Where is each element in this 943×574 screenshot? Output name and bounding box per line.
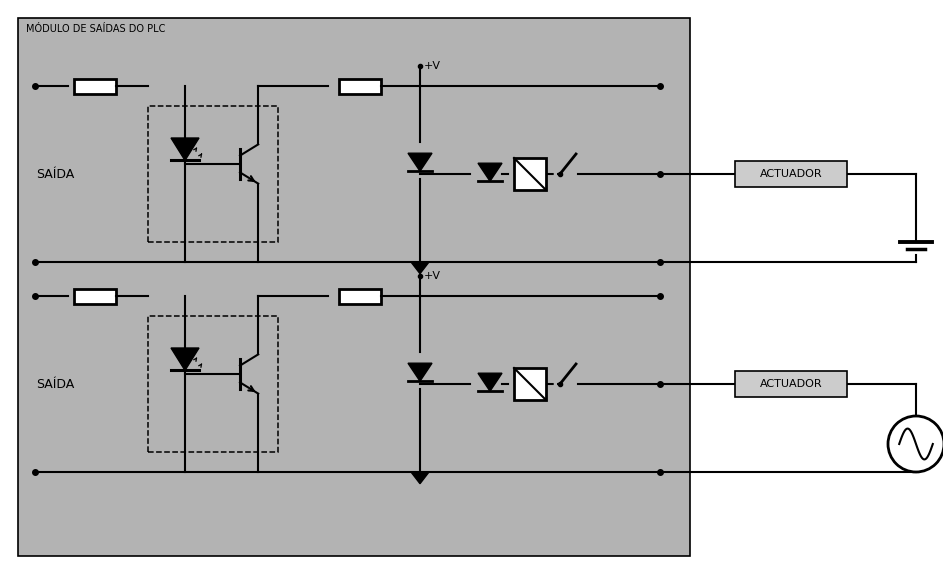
Text: SAÍDA: SAÍDA (36, 168, 74, 180)
Polygon shape (478, 163, 502, 181)
Polygon shape (411, 262, 429, 274)
Polygon shape (171, 348, 199, 370)
Polygon shape (408, 363, 432, 381)
Bar (74, 79, 116, 94)
Bar (735, 161, 847, 187)
Text: +V: +V (424, 271, 441, 281)
Bar (514, 158, 546, 190)
Bar (18, 18, 690, 556)
Bar (339, 289, 381, 304)
Text: ACTUADOR: ACTUADOR (760, 379, 822, 389)
Bar (735, 371, 847, 397)
Bar (148, 316, 278, 452)
Polygon shape (408, 153, 432, 171)
Text: SAÍDA: SAÍDA (36, 378, 74, 390)
Polygon shape (478, 373, 502, 391)
Bar (514, 368, 546, 400)
Polygon shape (171, 138, 199, 160)
Polygon shape (411, 472, 429, 484)
Bar (148, 106, 278, 242)
Text: ACTUADOR: ACTUADOR (760, 169, 822, 179)
Bar (339, 79, 381, 94)
Bar (74, 289, 116, 304)
Text: +V: +V (424, 61, 441, 71)
Circle shape (888, 416, 943, 472)
Text: MÓDULO DE SAÍDAS DO PLC: MÓDULO DE SAÍDAS DO PLC (26, 24, 165, 34)
